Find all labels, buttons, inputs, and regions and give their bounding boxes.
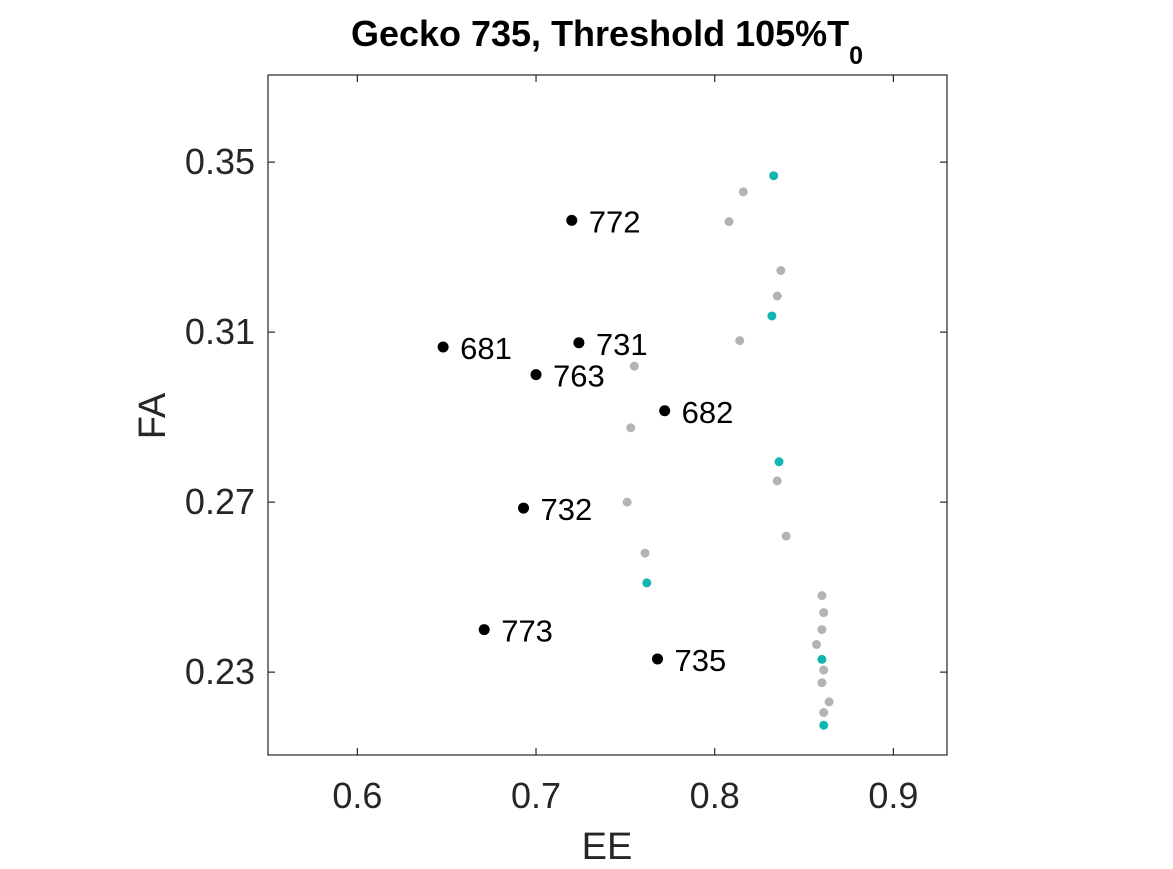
labeled-data-point <box>659 405 671 417</box>
x-tick-label: 0.8 <box>690 775 740 816</box>
data-points <box>437 171 834 730</box>
labeled-data-point <box>478 624 490 636</box>
gray-data-point <box>824 697 834 707</box>
gray-data-point <box>817 625 827 635</box>
y-tick-label: 0.23 <box>185 651 255 692</box>
y-axis-label: FA <box>132 392 174 439</box>
gray-data-point <box>738 187 748 197</box>
gray-data-point <box>772 291 782 301</box>
gray-data-point <box>781 531 791 541</box>
gray-data-point <box>812 640 822 649</box>
point-label: 763 <box>553 359 605 394</box>
y-tick-label: 0.27 <box>185 481 255 522</box>
labeled-data-point <box>573 337 585 349</box>
gray-data-point <box>817 678 827 688</box>
labeled-data-point <box>518 502 530 514</box>
teal-data-point <box>642 578 652 588</box>
teal-data-point <box>774 457 784 467</box>
gray-data-point <box>776 266 786 275</box>
point-label: 773 <box>501 614 553 649</box>
teal-data-point <box>767 311 777 321</box>
x-tick-label: 0.9 <box>868 775 918 816</box>
chart-title-text: Gecko 735, Threshold 105%T <box>351 13 849 54</box>
gray-data-point <box>622 497 632 507</box>
teal-data-point <box>819 720 829 730</box>
labeled-data-point <box>530 369 542 381</box>
chart-title-subscript: 0 <box>849 42 863 70</box>
x-tick-label: 0.7 <box>511 775 561 816</box>
point-label: 682 <box>682 395 734 430</box>
gray-data-point <box>819 665 829 675</box>
point-label: 735 <box>675 643 727 678</box>
gray-data-point <box>819 608 829 618</box>
x-axis: 0.6 0.7 0.8 0.9 <box>332 75 918 816</box>
x-axis-label: EE <box>582 826 633 868</box>
gray-data-point <box>819 708 829 717</box>
labeled-data-point <box>566 214 578 226</box>
gray-data-point <box>735 336 745 346</box>
plot-area-frame <box>267 74 948 756</box>
gray-data-point <box>626 423 636 433</box>
point-label: 732 <box>541 492 593 527</box>
point-label: 681 <box>460 331 512 366</box>
y-axis: 0.23 0.27 0.31 0.35 <box>185 141 947 692</box>
y-tick-label: 0.31 <box>185 311 255 352</box>
gray-data-point <box>724 217 734 227</box>
point-label: 731 <box>596 327 648 362</box>
chart-title: Gecko 735, Threshold 105%T0 <box>351 13 863 70</box>
labeled-data-point <box>652 653 664 665</box>
gray-data-point <box>772 476 782 486</box>
gray-data-point <box>640 548 650 558</box>
teal-data-point <box>817 654 827 664</box>
gray-data-point <box>817 591 827 601</box>
teal-data-point <box>769 171 779 181</box>
labeled-data-point <box>437 341 449 353</box>
y-tick-label: 0.35 <box>185 141 255 182</box>
x-tick-label: 0.6 <box>332 775 382 816</box>
point-label: 772 <box>589 204 641 239</box>
gray-data-point <box>629 361 639 371</box>
